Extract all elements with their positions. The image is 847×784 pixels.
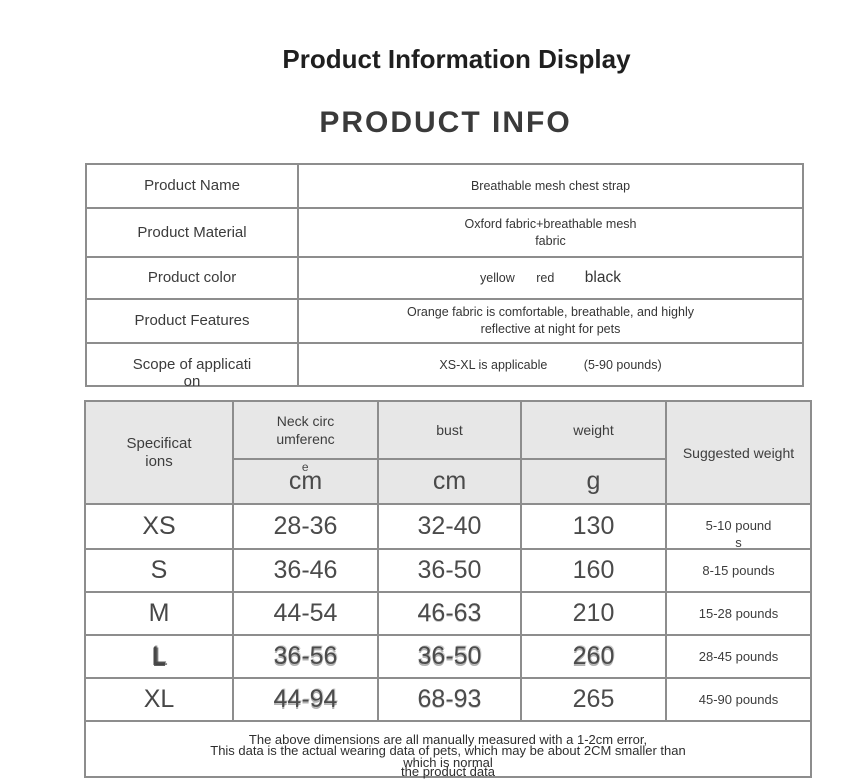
color-option-yellow: yellow: [480, 271, 515, 285]
size-table-unit-row: cm e cm g: [85, 458, 811, 505]
bust-cell: 36-50: [377, 634, 522, 679]
table-row: Product Name Breathable mesh chest strap: [85, 163, 804, 209]
header-specifications: Specificat ions: [84, 400, 234, 505]
neck-overflow-letter: e: [301, 460, 309, 474]
suggested-cell: 15-28 pounds: [665, 591, 812, 636]
product-material-label: Product Material: [85, 207, 299, 258]
color-option-red: red: [536, 271, 555, 285]
product-features-value: Orange fabric is comfortable, breathable…: [297, 298, 804, 344]
color-option-black: black: [584, 269, 621, 286]
unit-label: cm: [288, 467, 323, 495]
neck-cell: 36-56: [232, 634, 379, 679]
size-row-l: L 36-56 36-50 260 28-45 pounds: [84, 634, 812, 679]
table-row: Product color yellow red black: [85, 256, 804, 300]
size-row-m: M 44-54 46-63 210 15-28 pounds: [84, 591, 812, 636]
scope-value: XS-XL is applicable (5-90 pounds): [297, 342, 804, 387]
bust-cell: 32-40: [377, 503, 522, 550]
weight-cell: 260: [520, 634, 667, 679]
neck-cell: 36-46: [232, 548, 379, 593]
suggested-cell: 45-90 pounds: [665, 677, 812, 722]
size-table-header-row: Specificat ions Neck circ umferenc bust …: [84, 400, 812, 505]
header-suggested-weight: Suggested weight: [665, 400, 812, 505]
size-cell: L: [84, 634, 234, 679]
suggested-cell: 28-45 pounds: [665, 634, 812, 679]
unit-neck-cm: cm e: [232, 458, 379, 505]
product-name-value: Breathable mesh chest strap: [297, 163, 804, 209]
bust-cell: 36-50: [377, 548, 522, 593]
header-neck-circumference: Neck circ umferenc: [232, 400, 379, 460]
size-cell: XS: [84, 503, 234, 550]
bust-cell: 68-93: [377, 677, 522, 722]
product-info-table: Product Name Breathable mesh chest strap…: [85, 163, 804, 390]
unit-weight-g: g: [520, 458, 667, 505]
unit-label: g: [586, 467, 601, 495]
weight-cell: 210: [520, 591, 667, 636]
table-row: Scope of applicati on XS-XL is applicabl…: [85, 342, 804, 390]
table-row: Product Features Orange fabric is comfor…: [85, 298, 804, 344]
suggested-cell: 5-10 pound s: [665, 503, 812, 550]
size-cell: M: [84, 591, 234, 636]
bust-cell: 46-63: [377, 591, 522, 636]
header-bust: bust: [377, 400, 522, 460]
size-table-footer-row: The above dimensions are all manually me…: [84, 720, 812, 779]
product-color-label: Product color: [85, 256, 299, 300]
measurement-note-secondary: This data is the actual wearing data of …: [210, 743, 686, 779]
weight-cell: 160: [520, 548, 667, 593]
size-row-xs: XS 28-36 32-40 130 5-10 pound s: [84, 503, 812, 550]
size-row-s: S 36-46 36-50 160 8-15 pounds: [84, 548, 812, 593]
product-name-label: Product Name: [85, 163, 299, 209]
unit-label: cm: [432, 467, 467, 495]
size-spec-table: Specificat ions Neck circ umferenc bust …: [84, 400, 812, 779]
weight-cell: 265: [520, 677, 667, 722]
page-subtitle: PRODUCT INFO: [319, 106, 572, 139]
size-cell: XL: [84, 677, 234, 722]
neck-cell: 28-36: [232, 503, 379, 550]
measurement-note-primary: The above dimensions are all manually me…: [248, 732, 648, 770]
table-row: Product Material Oxford fabric+breathabl…: [85, 207, 804, 258]
suggested-cell: 8-15 pounds: [665, 548, 812, 593]
scope-value-note: (5-90 pounds): [583, 357, 662, 372]
size-cell: S: [84, 548, 234, 593]
neck-cell: 44-94: [232, 677, 379, 722]
product-material-value: Oxford fabric+breathable mesh fabric: [297, 207, 804, 258]
product-color-value: yellow red black: [297, 256, 804, 300]
neck-cell: 44-54: [232, 591, 379, 636]
size-row-xl: XL 44-94 68-93 265 45-90 pounds: [84, 677, 812, 722]
header-weight: weight: [520, 400, 667, 460]
unit-bust-cm: cm: [377, 458, 522, 505]
scope-value-main: XS-XL is applicable: [439, 357, 548, 372]
product-features-label: Product Features: [85, 298, 299, 344]
page-title: Product Information Display: [282, 44, 631, 74]
weight-cell: 130: [520, 503, 667, 550]
scope-label: Scope of applicati on: [85, 342, 299, 390]
measurement-note-cell: The above dimensions are all manually me…: [84, 720, 812, 779]
